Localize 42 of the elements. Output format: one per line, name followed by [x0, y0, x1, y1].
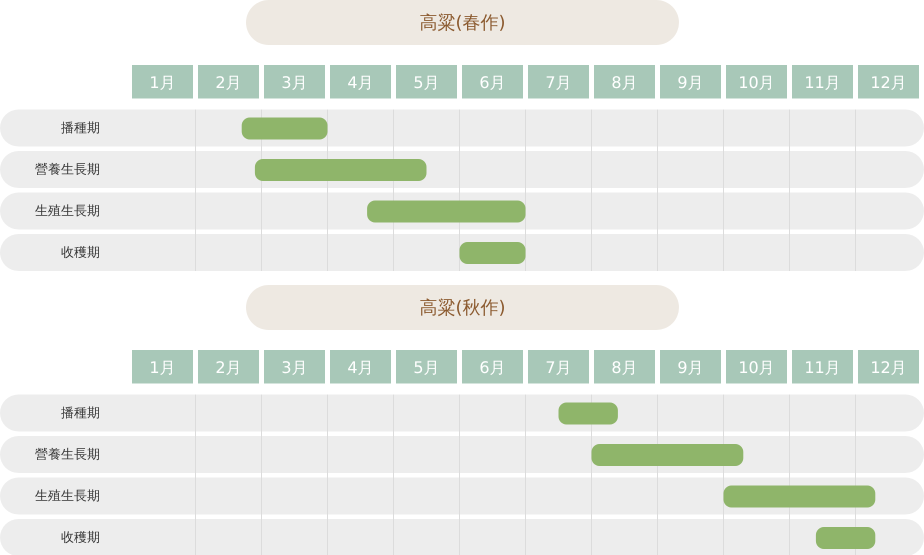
x-tick-label: 8月	[611, 72, 638, 92]
x-tick-label: 1月	[149, 358, 176, 377]
x-tick-label: 7月	[545, 358, 572, 377]
chart-title: 高粱(春作)	[419, 12, 506, 34]
x-tick-label: 6月	[479, 358, 506, 377]
y-tick-label: 收穫期	[61, 530, 100, 546]
x-tick-label: 2月	[215, 72, 242, 92]
y-tick-label: 播種期	[61, 406, 100, 421]
x-tick-label: 11月	[804, 358, 841, 377]
x-tick-label: 10月	[738, 358, 775, 377]
bar	[724, 486, 876, 508]
y-tick-label: 營養生長期	[35, 162, 100, 178]
bar	[816, 527, 876, 549]
chart-title: 高粱(秋作)	[419, 298, 506, 318]
x-tick-label: 2月	[215, 358, 242, 377]
y-tick-label: 收穫期	[61, 246, 100, 260]
x-tick-label: 10月	[738, 72, 775, 92]
x-tick-label: 5月	[413, 72, 440, 92]
x-tick-label: 12月	[870, 72, 907, 92]
x-tick-label: 7月	[545, 72, 572, 92]
x-tick-label: 11月	[804, 72, 841, 92]
y-tick-label: 營養生長期	[35, 448, 100, 462]
x-tick-label: 6月	[479, 72, 506, 92]
y-tick-label: 生殖生長期	[35, 204, 100, 219]
x-tick-label: 5月	[413, 358, 440, 377]
bar	[242, 118, 328, 140]
bar	[254, 159, 426, 181]
x-tick-label: 3月	[281, 72, 308, 92]
x-tick-label: 9月	[677, 358, 704, 377]
x-tick-label: 3月	[281, 358, 308, 377]
x-tick-label: 4月	[347, 358, 374, 377]
x-tick-label: 8月	[611, 358, 638, 377]
y-tick-label: 生殖生長期	[35, 489, 100, 504]
bar	[460, 242, 526, 264]
bar	[592, 444, 744, 466]
x-tick-label: 4月	[347, 72, 374, 92]
x-tick-label: 9月	[677, 72, 704, 92]
bar	[558, 402, 618, 424]
bar	[367, 200, 526, 222]
x-tick-label: 1月	[149, 72, 176, 92]
y-tick-label: 播種期	[61, 121, 100, 136]
x-tick-label: 12月	[870, 358, 907, 377]
